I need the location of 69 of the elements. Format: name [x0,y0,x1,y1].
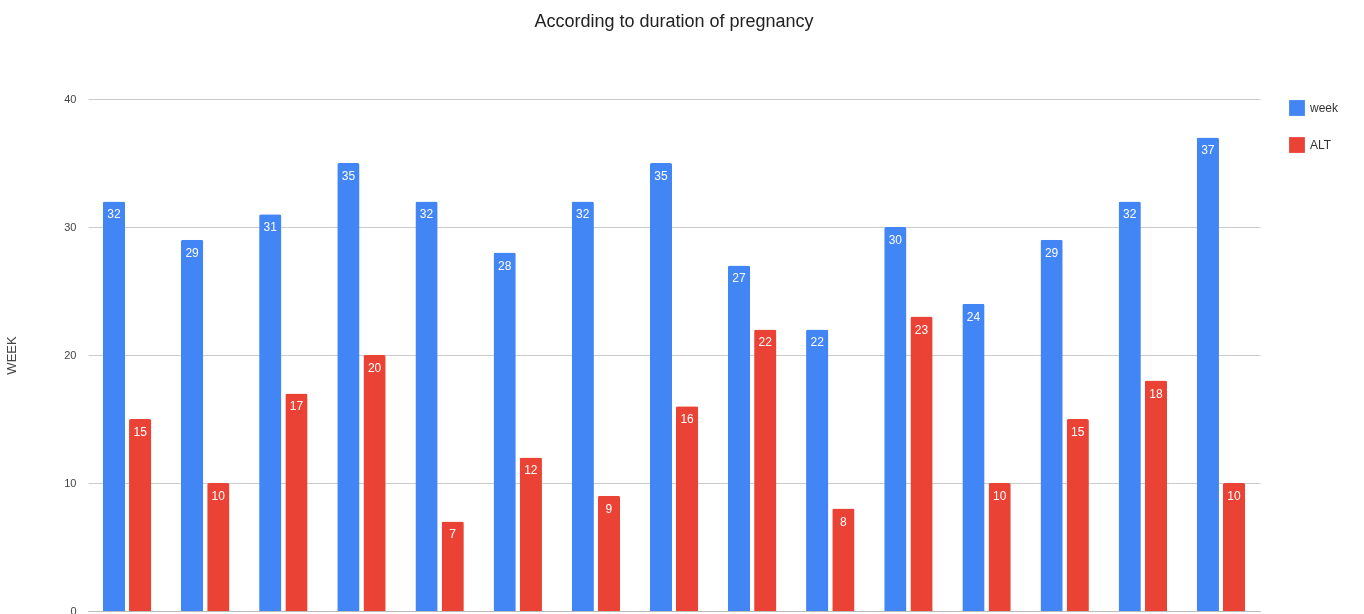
data-label: 10 [1227,489,1242,503]
legend-label: week [1309,101,1340,115]
data-label: 32 [576,207,590,222]
y-tick-label: 10 [64,476,77,489]
data-label: 27 [732,271,747,286]
bar [597,495,621,611]
data-label: 32 [1123,207,1137,222]
y-tick-label: 20 [64,348,77,361]
data-label: 24 [966,309,981,324]
data-label: 35 [654,169,668,183]
bar [571,201,594,611]
data-label: 15 [133,425,148,439]
bar [806,329,829,611]
data-label: 12 [524,463,538,478]
data-label: 16 [680,412,695,427]
bar [727,265,751,611]
y-axis-title: WEEK [4,336,20,375]
bar [441,521,464,611]
bar [1222,483,1246,611]
data-label: 23 [914,322,929,337]
data-label: 35 [341,169,356,183]
data-label: 8 [840,514,848,529]
data-label: 30 [888,233,903,247]
bar [259,214,282,611]
data-label: 29 [185,245,200,260]
y-tick-label: 30 [64,220,77,233]
data-label: 37 [1201,143,1215,158]
y-tick-label: 40 [64,92,77,105]
bar [962,303,985,611]
bar [337,163,360,611]
data-label: 28 [497,258,512,273]
data-label: 9 [605,501,613,516]
bar [884,227,907,611]
data-label: 22 [810,335,825,350]
data-label: 29 [1044,245,1059,260]
bar [102,201,126,611]
bar [910,316,933,611]
chart-title: According to duration of pregnancy [534,11,814,31]
bar [675,406,699,611]
bar [754,329,777,611]
bar [649,163,673,611]
data-label: 31 [263,220,278,235]
bar [1040,239,1063,611]
bar [493,252,516,611]
bar [1144,380,1168,611]
bar [180,239,204,611]
bar [207,483,230,611]
data-label: 18 [1149,386,1163,401]
bar [1196,137,1219,611]
data-label: 10 [992,489,1007,503]
bar [363,355,386,611]
data-label: 22 [758,335,773,350]
y-tick-label: 0 [70,604,77,614]
bar [415,201,438,611]
bar [832,508,855,611]
data-label: 32 [419,207,434,222]
data-label: 17 [289,399,304,414]
data-label: 32 [107,207,121,222]
data-label: 7 [449,527,457,542]
bar [129,419,152,611]
data-label: 15 [1071,425,1085,439]
bar [1118,201,1141,611]
legend-label: ALT [1310,138,1332,152]
bar [1066,419,1089,611]
bar [519,457,542,611]
bar [988,483,1011,611]
data-label: 20 [367,361,382,375]
bar [285,393,308,611]
data-label: 10 [211,489,226,503]
